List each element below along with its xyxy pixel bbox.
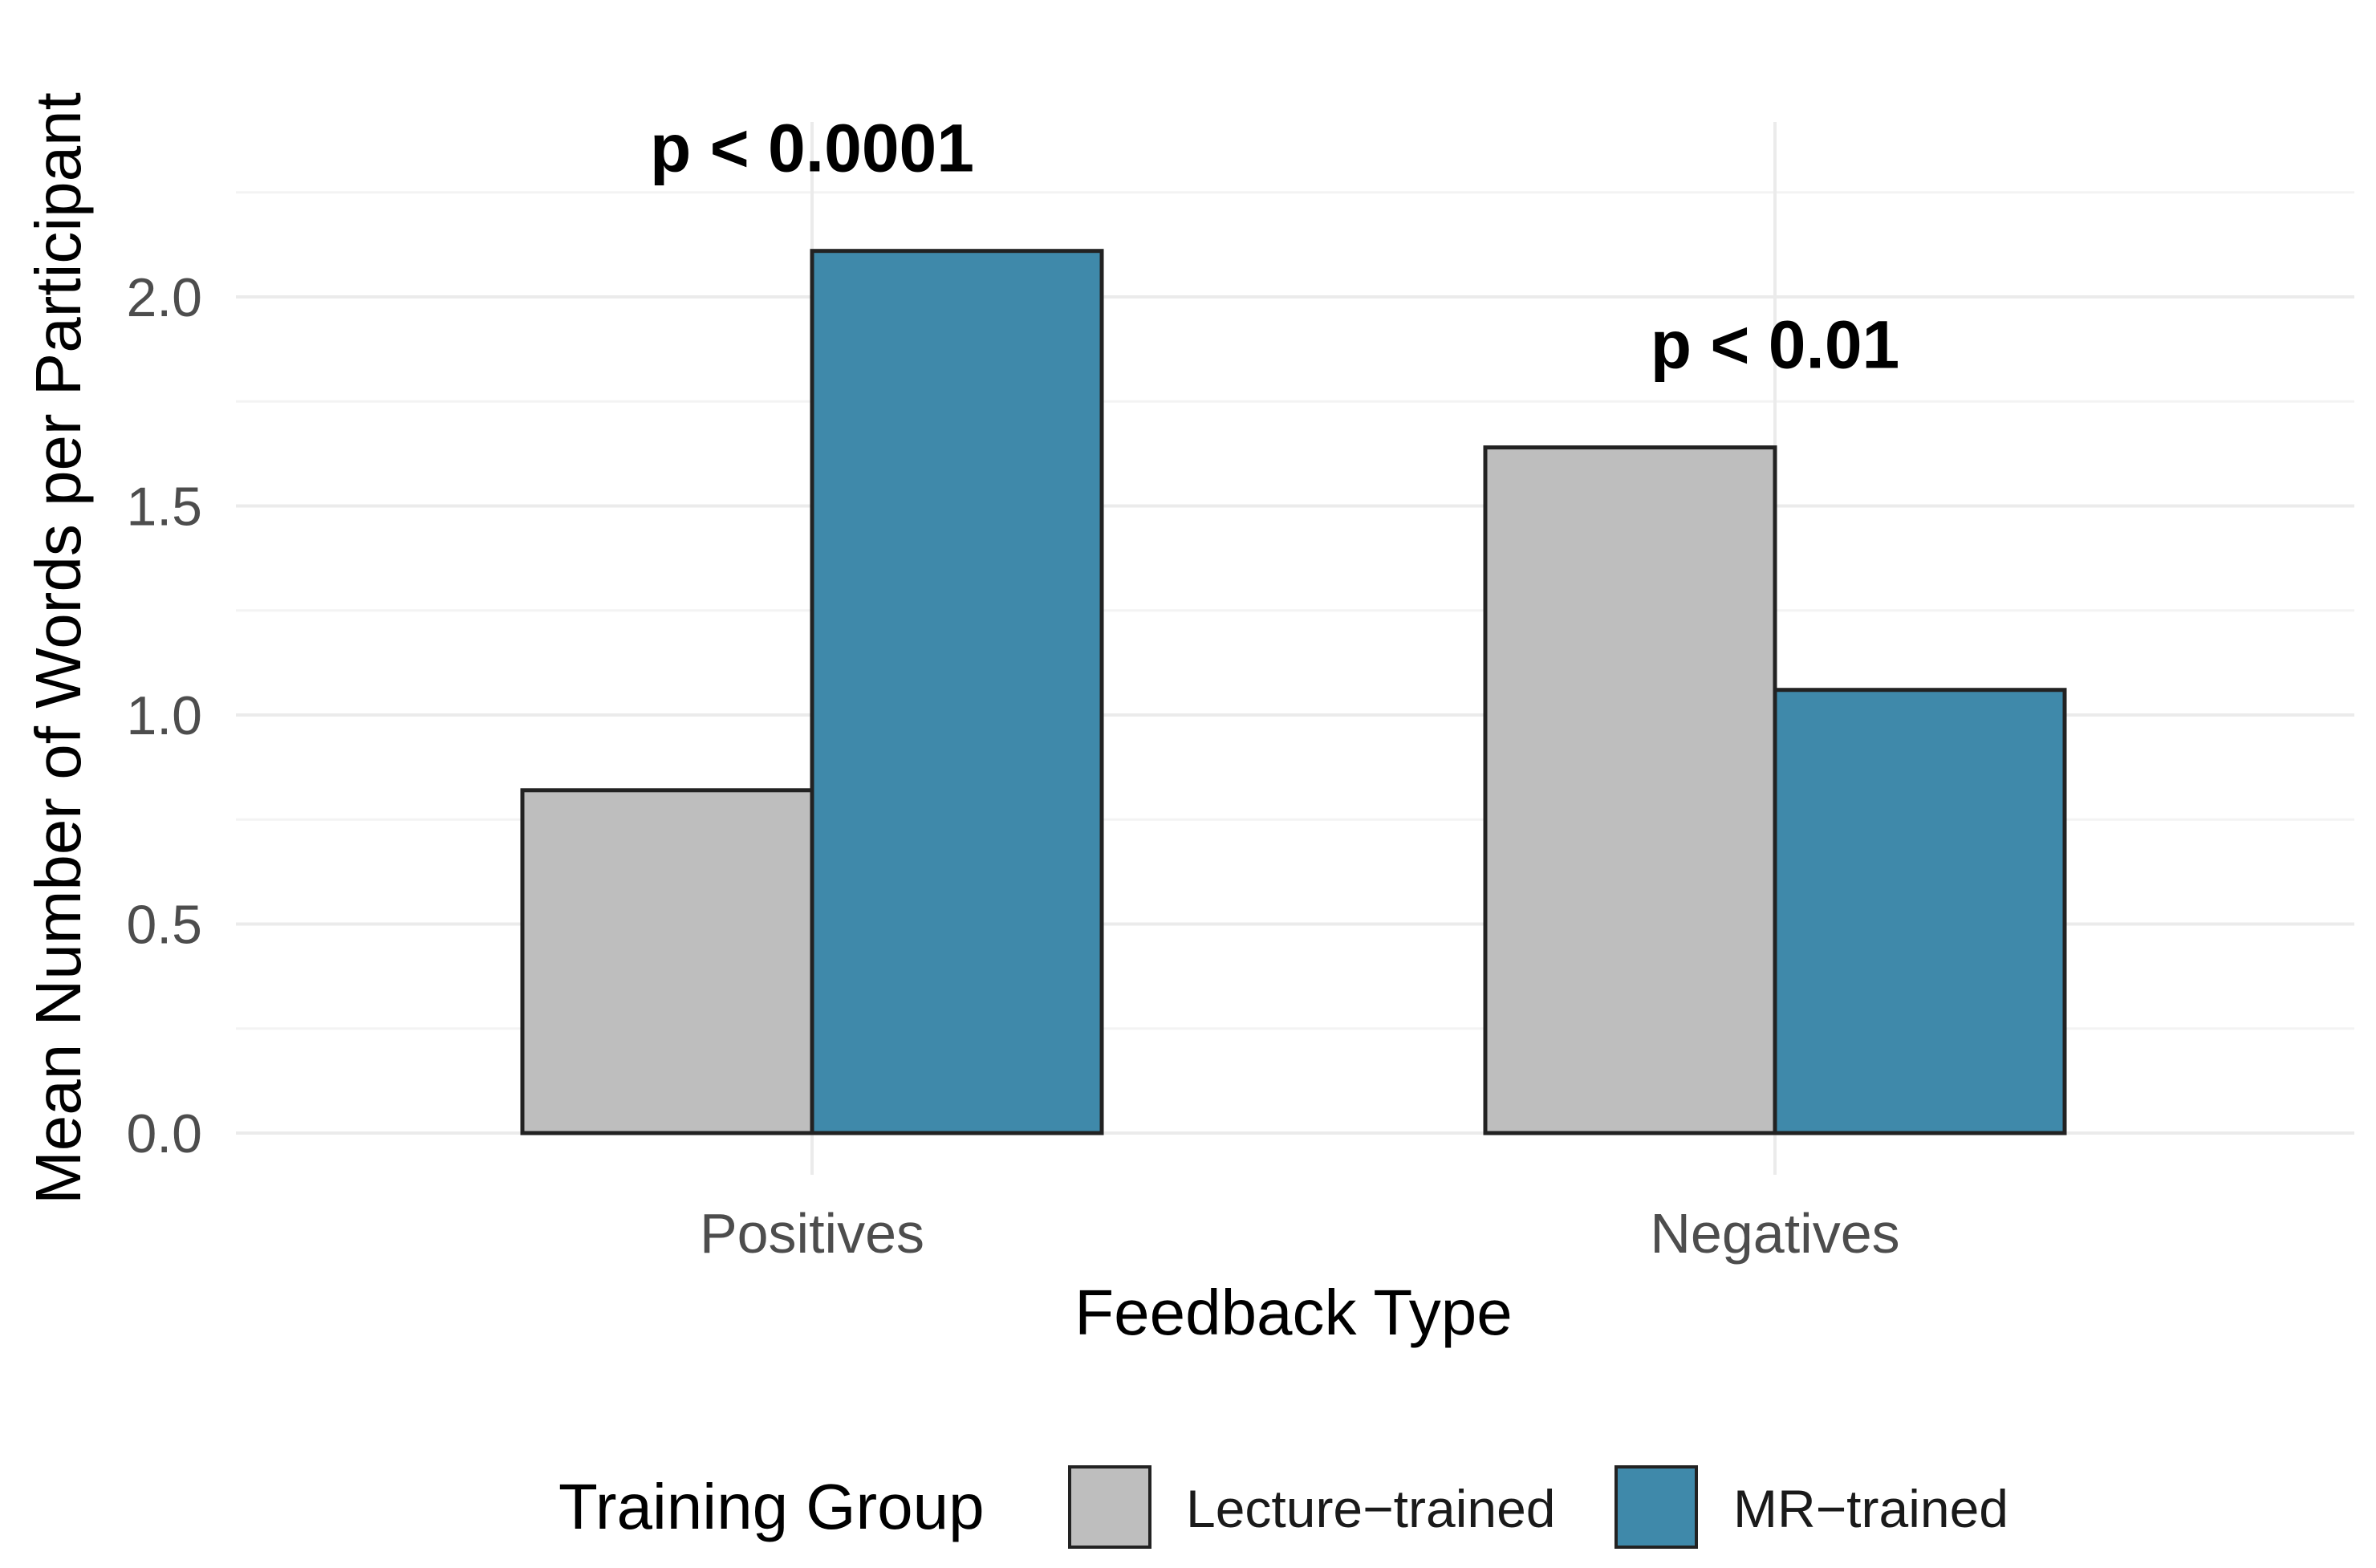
- y-tick-label-1-5: 1.5: [126, 477, 202, 538]
- bar-positives-lecture-trained: [520, 788, 814, 1135]
- bars: [520, 249, 2067, 1135]
- y-tick-label-2: 2.0: [126, 267, 202, 328]
- x-axis-title: Feedback Type: [1074, 1277, 1513, 1348]
- y-tick-label-1: 1.0: [126, 685, 202, 746]
- y-tick-label-0: 0.0: [126, 1103, 202, 1164]
- bar-positives-mr-trained: [810, 249, 1104, 1135]
- legend-title: Training Group: [558, 1471, 985, 1542]
- legend-swatch-lecture-trained: [1068, 1465, 1151, 1549]
- legend-label-mr-trained: MR−trained: [1733, 1479, 2008, 1538]
- significance-annotations: p < 0.0001 p < 0.01: [650, 111, 1899, 383]
- annotation-negatives: p < 0.01: [1651, 307, 1900, 383]
- legend-label-lecture-trained: Lecture−trained: [1186, 1479, 1556, 1538]
- legend-swatch-mr-trained: [1614, 1465, 1698, 1549]
- bar-negatives-mr-trained: [1773, 688, 2067, 1135]
- annotation-positives: p < 0.0001: [650, 111, 974, 186]
- y-axis-title: Mean Number of Words per Participant: [22, 92, 94, 1204]
- x-tick-label-negatives: Negatives: [1650, 1202, 1899, 1265]
- legend: Training Group Lecture−trained MR−traine…: [558, 1465, 2008, 1549]
- x-axis-ticks: Positives Negatives: [700, 1202, 1900, 1265]
- x-tick-label-positives: Positives: [700, 1202, 924, 1265]
- y-tick-label-0-5: 0.5: [126, 895, 202, 956]
- bar-negatives-lecture-trained: [1483, 445, 1777, 1135]
- y-axis-ticks: 0.0 0.5 1.0 1.5 2.0: [126, 267, 202, 1164]
